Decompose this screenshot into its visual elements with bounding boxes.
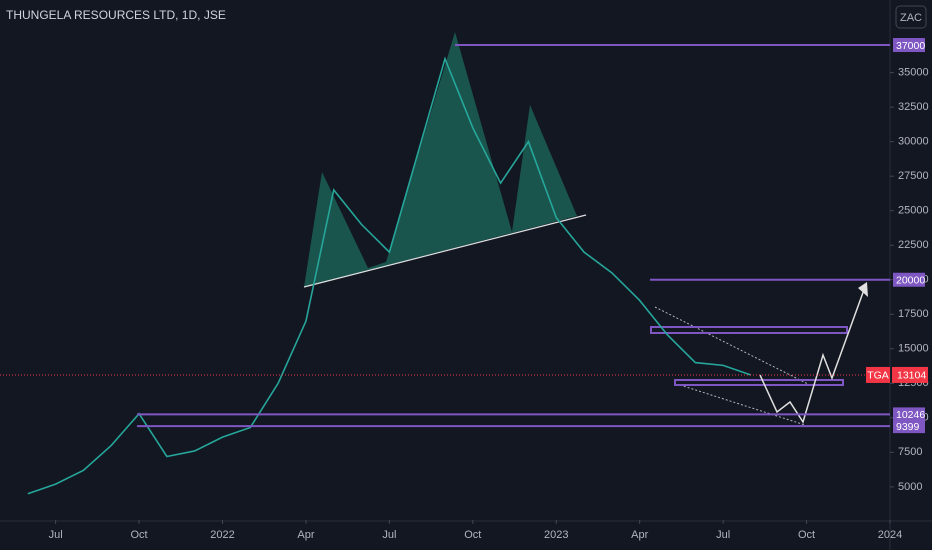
y-tick-label: 5000 bbox=[898, 481, 922, 493]
currency-button[interactable] bbox=[895, 5, 927, 29]
currency-label[interactable]: ZAC bbox=[900, 12, 922, 24]
x-tick-label: 2023 bbox=[544, 529, 568, 541]
level-label-box bbox=[893, 407, 925, 422]
price-line bbox=[27, 56, 752, 495]
level-label: 9399 bbox=[896, 421, 920, 433]
zone-box bbox=[650, 326, 848, 334]
x-tick-label: Apr bbox=[631, 529, 648, 541]
level-label: 37000 bbox=[896, 40, 925, 52]
chart-title: THUNGELA RESOURCES LTD, 1D, JSE bbox=[6, 8, 226, 22]
y-tick-label: 7500 bbox=[898, 446, 922, 458]
y-tick-label: 30000 bbox=[898, 136, 929, 148]
projection-path bbox=[759, 286, 866, 424]
pattern-shading bbox=[304, 32, 577, 287]
y-tick-label: 17500 bbox=[898, 308, 929, 320]
series-label-box bbox=[866, 366, 890, 383]
y-tick-label: 27500 bbox=[898, 170, 929, 182]
zone-box bbox=[674, 379, 844, 386]
x-tick-label: Oct bbox=[131, 529, 148, 541]
y-tick-label: 22500 bbox=[898, 239, 929, 251]
x-tick-label: 2024 bbox=[878, 529, 902, 541]
level-label-box bbox=[893, 272, 925, 287]
x-tick-label: 2022 bbox=[210, 529, 234, 541]
x-tick-label: Jul bbox=[382, 529, 396, 541]
channel-line bbox=[679, 384, 806, 426]
channel-line bbox=[654, 306, 811, 386]
y-tick-label: 15000 bbox=[898, 343, 929, 355]
projection-arrow bbox=[858, 282, 868, 297]
y-tick-label: 25000 bbox=[898, 205, 929, 217]
last-price-label: 13104 bbox=[897, 370, 926, 382]
level-label: 10246 bbox=[896, 409, 925, 421]
x-tick-label: Jul bbox=[716, 529, 730, 541]
neckline bbox=[303, 214, 587, 288]
level-label: 20000 bbox=[896, 275, 925, 287]
level-label-box bbox=[893, 38, 925, 53]
level-label-box bbox=[893, 419, 925, 434]
x-tick-label: Apr bbox=[297, 529, 314, 541]
last-price-box bbox=[892, 366, 928, 383]
series-label: TGA bbox=[867, 370, 889, 382]
x-tick-label: Oct bbox=[464, 529, 481, 541]
x-tick-label: Oct bbox=[798, 529, 815, 541]
y-tick-label: 32500 bbox=[898, 101, 929, 113]
x-tick-label: Jul bbox=[49, 529, 63, 541]
y-tick-label: 35000 bbox=[898, 67, 929, 79]
